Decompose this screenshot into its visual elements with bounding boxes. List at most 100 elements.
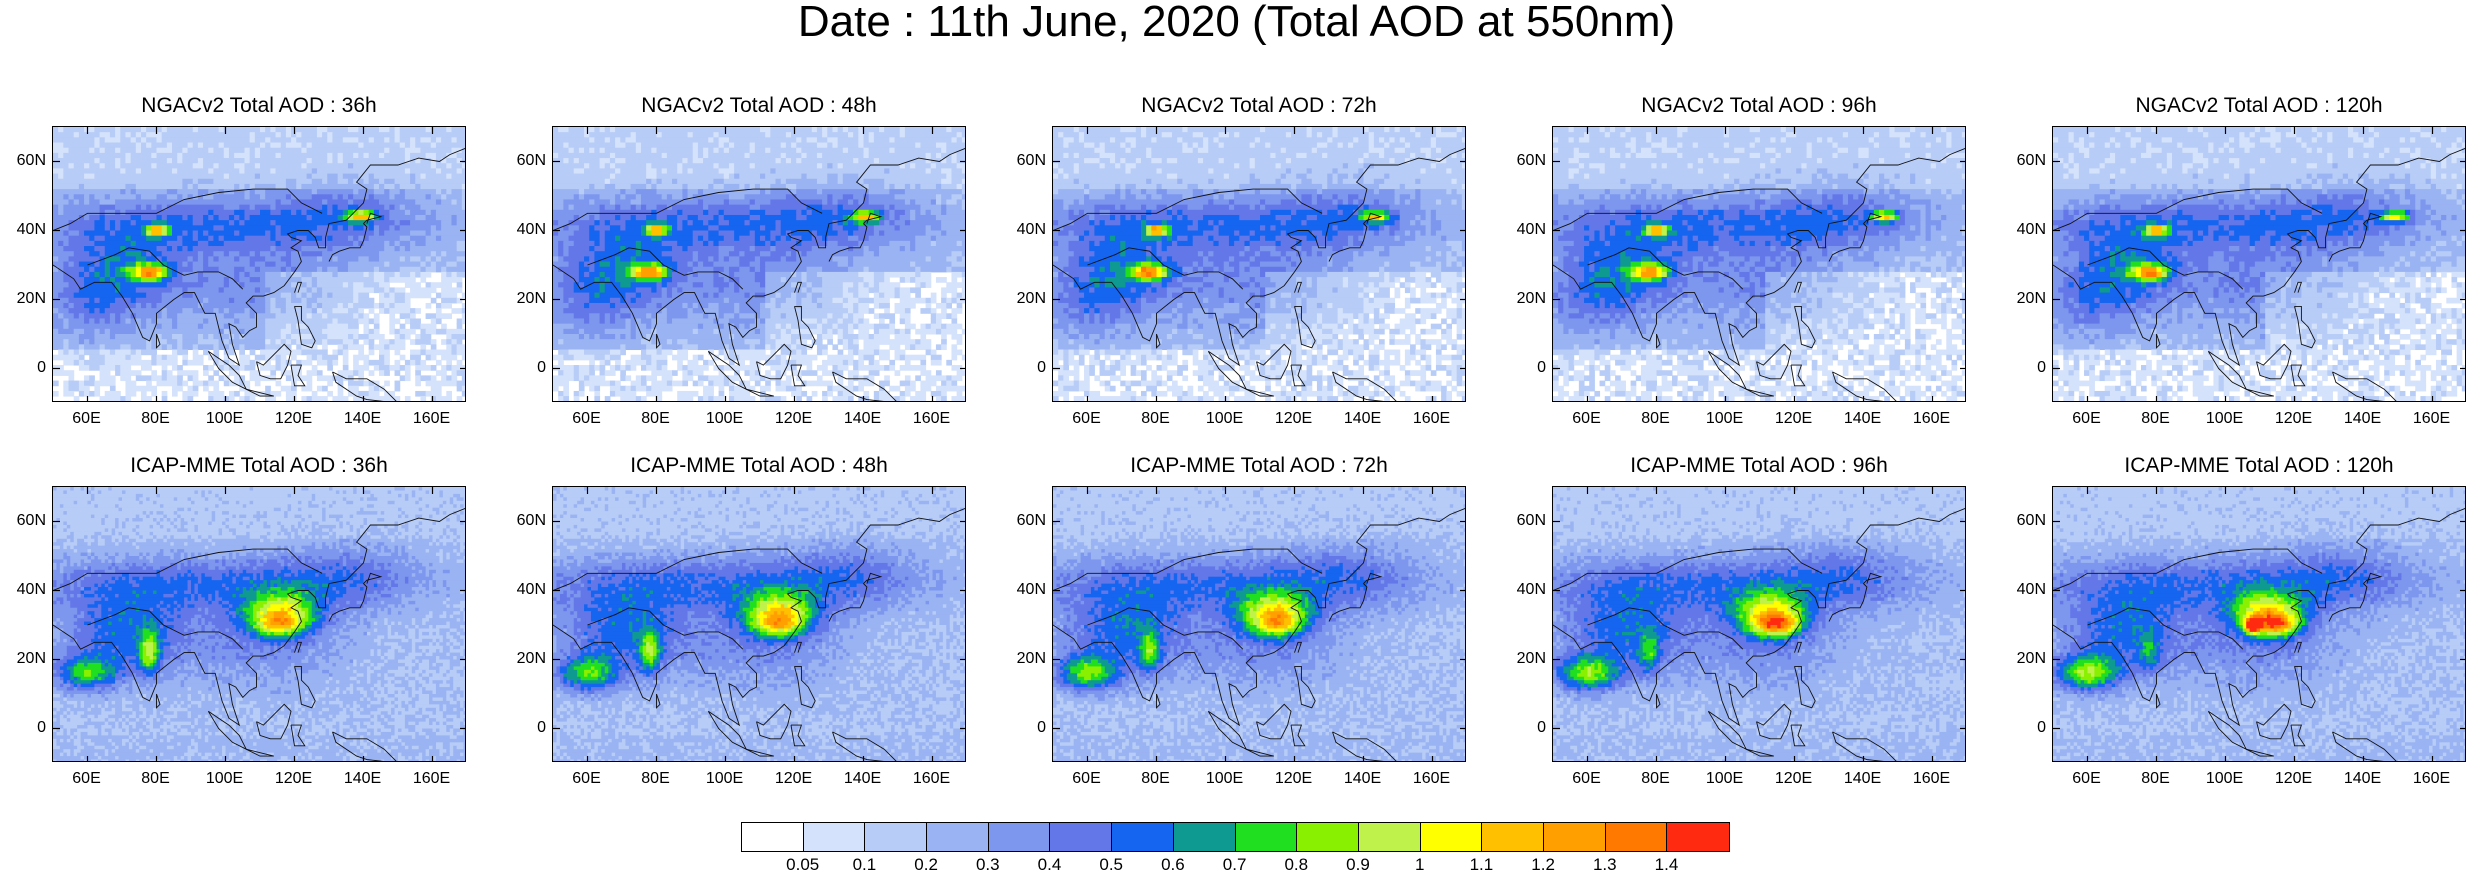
map-panel [52,486,466,762]
lon-tick-label: 160E [907,771,957,787]
lat-tick-label: 40N [0,221,46,238]
coastlines [553,508,965,761]
map-panel [552,486,966,762]
aod-field [1053,487,1465,761]
lat-tick-label: 20N [1000,650,1046,667]
colorbar-swatch [1358,823,1421,851]
lon-tick-label: 60E [2062,411,2112,427]
lon-tick-label: 80E [631,771,681,787]
colorbar-label: 0.9 [1328,856,1388,873]
map-panel [1552,486,1966,762]
aod-field [2053,487,2465,761]
lon-tick-label: 100E [200,411,250,427]
lon-tick-label: 60E [562,771,612,787]
colorbar-label: 0.1 [834,856,894,873]
colorbar-swatch [1667,823,1729,851]
lat-tick-label: 0 [500,719,546,736]
lat-tick-label: 20N [1500,650,1546,667]
lat-tick-label: 40N [500,581,546,598]
lat-tick-label: 40N [1500,581,1546,598]
lon-tick-label: 60E [62,411,112,427]
colorbar-swatch [1297,823,1359,851]
lon-tick-label: 120E [2269,411,2319,427]
map-panel [2052,126,2466,402]
lon-tick-label: 160E [1907,411,1957,427]
lat-tick-label: 0 [2000,719,2046,736]
lon-tick-label: 140E [1338,771,1388,787]
lon-tick-label: 140E [338,771,388,787]
aod-field [1553,487,1965,761]
lat-tick-label: 20N [0,650,46,667]
lon-tick-label: 160E [907,411,957,427]
figure-title: Date : 11th June, 2020 (Total AOD at 550… [0,0,2473,44]
lon-tick-label: 140E [2338,411,2388,427]
colorbar-swatch [803,823,866,851]
lon-tick-label: 100E [1700,411,1750,427]
lon-tick-label: 80E [131,411,181,427]
colorbar-label: 1.2 [1513,856,1573,873]
colorbar-swatch [1050,823,1113,851]
lon-tick-label: 80E [631,411,681,427]
colorbar-swatch [1173,823,1236,851]
panel-title: ICAP-MME Total AOD : 36h [52,454,466,478]
colorbar [741,822,1730,852]
map-panel [52,126,466,402]
colorbar-label: 0.6 [1143,856,1203,873]
colorbar-swatch [1420,823,1483,851]
aod-field [553,487,965,761]
colorbar-swatch [1482,823,1544,851]
panel-title: NGACv2 Total AOD : 36h [52,94,466,118]
lon-tick-label: 100E [700,771,750,787]
colorbar-label: 1.1 [1451,856,1511,873]
aod-field [53,487,465,761]
lat-tick-label: 60N [0,152,46,169]
lon-tick-label: 60E [562,411,612,427]
coastlines [1553,508,1965,761]
lat-tick-label: 0 [2000,359,2046,376]
lat-tick-label: 20N [1500,290,1546,307]
panel-title: ICAP-MME Total AOD : 72h [1052,454,1466,478]
lon-tick-label: 120E [1769,771,1819,787]
lat-tick-label: 60N [2000,152,2046,169]
lon-tick-label: 140E [1338,411,1388,427]
map-panel [1052,126,1466,402]
lat-tick-label: 60N [500,512,546,529]
panel-title: NGACv2 Total AOD : 96h [1552,94,1966,118]
lat-tick-label: 20N [1000,290,1046,307]
panel-title: ICAP-MME Total AOD : 48h [552,454,966,478]
coastlines [1553,148,1965,401]
panel-title: ICAP-MME Total AOD : 96h [1552,454,1966,478]
colorbar-label: 0.5 [1081,856,1141,873]
lon-tick-label: 120E [2269,771,2319,787]
map-panel [2052,486,2466,762]
colorbar-label: 0.8 [1266,856,1326,873]
lat-tick-label: 20N [2000,650,2046,667]
lat-tick-label: 0 [1000,719,1046,736]
lon-tick-label: 60E [62,771,112,787]
colorbar-swatch [1112,823,1174,851]
lon-tick-label: 80E [1131,411,1181,427]
lon-tick-label: 120E [769,411,819,427]
lon-tick-label: 120E [1769,411,1819,427]
lat-tick-label: 60N [1500,152,1546,169]
map-panel [1552,126,1966,402]
lon-tick-label: 100E [1200,411,1250,427]
coastlines [53,148,465,401]
aod-field [553,127,965,401]
lon-tick-label: 140E [838,411,888,427]
lon-tick-label: 60E [1062,411,1112,427]
lat-tick-label: 60N [1000,512,1046,529]
colorbar-swatch [988,823,1051,851]
colorbar-label: 0.05 [773,856,833,873]
lon-tick-label: 100E [2200,411,2250,427]
lat-tick-label: 40N [2000,221,2046,238]
coastlines [553,148,965,401]
map-panel [552,126,966,402]
colorbar-swatch [927,823,989,851]
lon-tick-label: 140E [1838,411,1888,427]
map-panel [1052,486,1466,762]
lon-tick-label: 80E [2131,411,2181,427]
lat-tick-label: 20N [500,650,546,667]
lat-tick-label: 0 [0,719,46,736]
coastlines [53,508,465,761]
